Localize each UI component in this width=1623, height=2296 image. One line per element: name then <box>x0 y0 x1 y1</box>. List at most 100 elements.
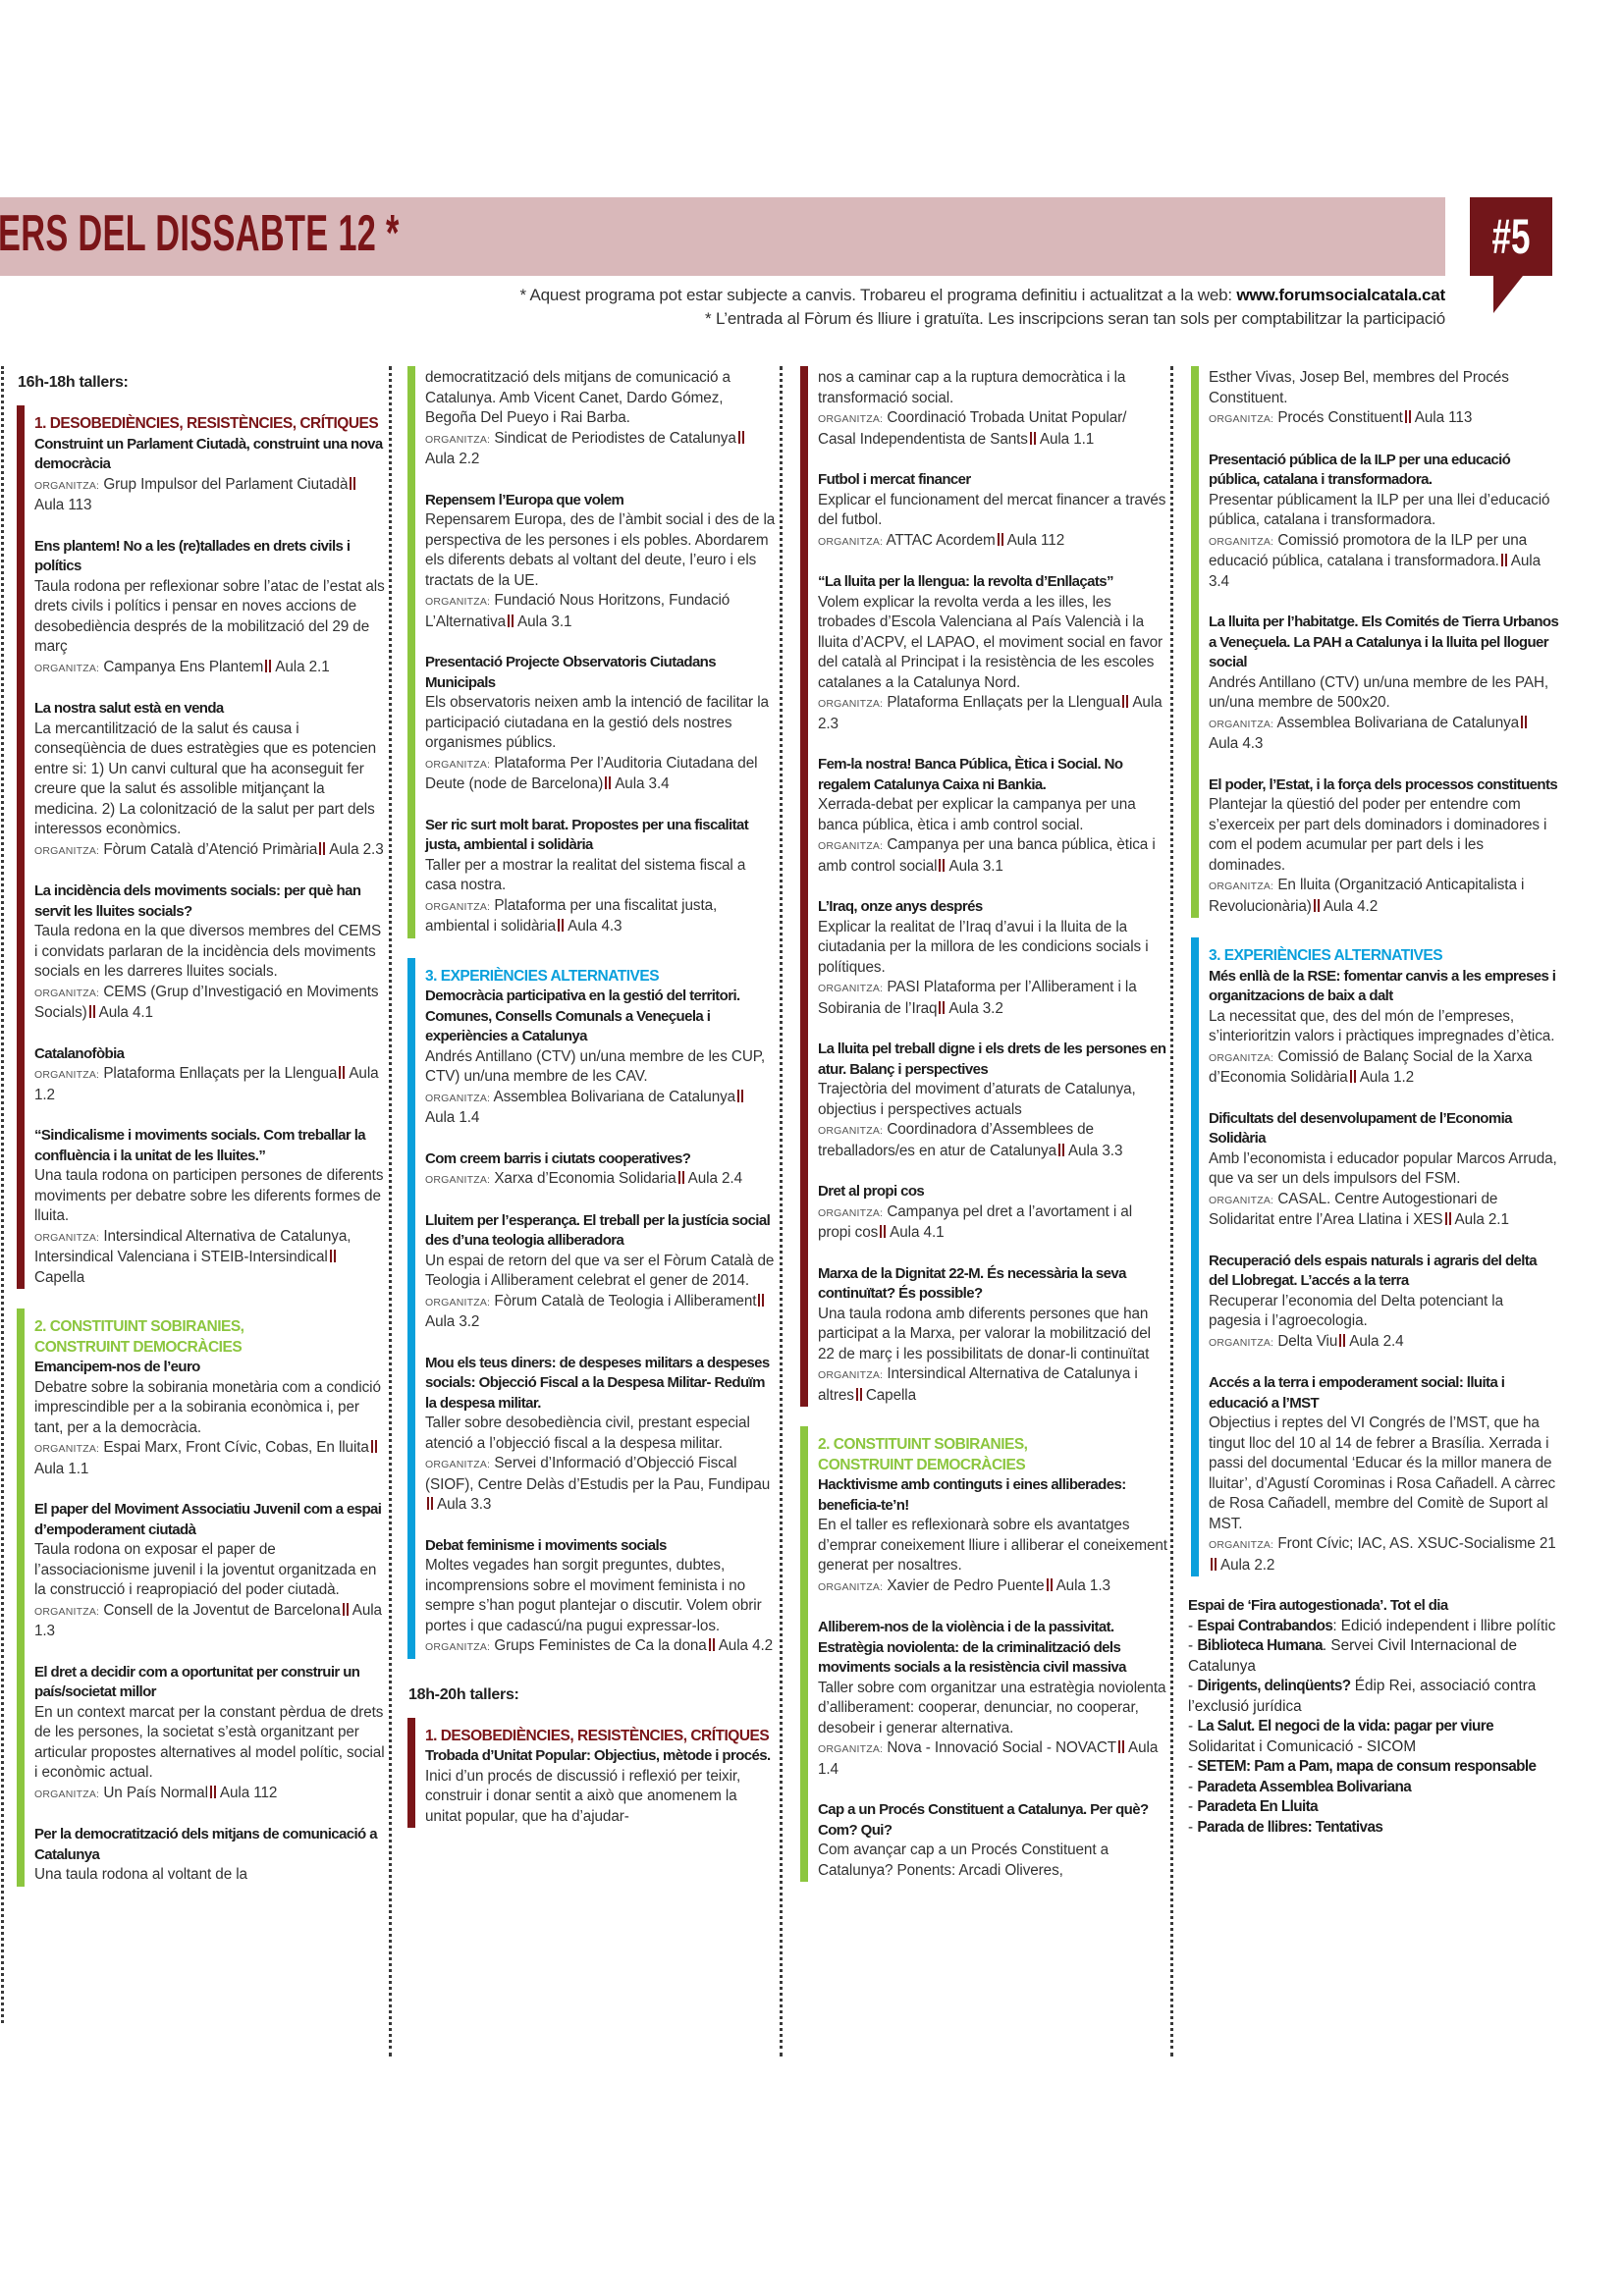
separator-bars-icon <box>1029 431 1036 445</box>
workshop-organizer: ORGANITZA: Plataforma Per l’Auditoria Ci… <box>425 754 776 795</box>
workshop-item: Dret al propi cos ORGANITZA: Campanya pel… <box>818 1182 1168 1244</box>
fair-entry: - La Salut. El negoci de la vida: pagar … <box>1188 1717 1559 1757</box>
room-label: Aula 112 <box>1006 531 1065 549</box>
room-label: Aula 4.2 <box>1323 897 1379 915</box>
workshop-item: Fem-la nostra! Banca Pública, Ètica i So… <box>818 755 1168 877</box>
fair-entry-dash: - <box>1188 1798 1198 1815</box>
workshop-description: Objectius i reptes del VI Congrés de l’M… <box>1209 1415 1556 1532</box>
organizer-name: Coordinadora d’Assemblees de treballador… <box>818 1121 1094 1159</box>
organizer-name: Intersindical Alternativa de Catalunya, … <box>34 1227 352 1266</box>
organizer-label: ORGANITZA: <box>1209 413 1274 425</box>
workshop-organizer: ORGANITZA: Coordinació Trobada Unitat Po… <box>818 408 1168 450</box>
organizer-label: ORGANITZA: <box>818 1125 884 1137</box>
organizer-label: ORGANITZA: <box>425 596 491 608</box>
column-divider <box>1 366 4 2023</box>
organizer-label: ORGANITZA: <box>34 1788 100 1800</box>
header-band <box>0 197 1445 276</box>
workshop-description: Esther Vivas, Josep Bel, membres del Pro… <box>1209 369 1509 406</box>
workshop-description: Repensarem Europa, des de l’àmbit social… <box>425 511 776 589</box>
room-label: Aula 1.4 <box>425 1109 480 1126</box>
fair-entry: - Paradeta Assemblea Bolivariana <box>1188 1778 1559 1798</box>
organizer-label: ORGANITZA: <box>34 844 100 857</box>
fair-entry-name: Paradeta En Lluita <box>1197 1798 1319 1815</box>
room-label: Aula 3.4 <box>1209 553 1541 590</box>
workshop-description: Taller per a mostrar la realitat del sis… <box>425 856 746 894</box>
workshop-item: Cap a un Procés Constituent a Catalunya.… <box>818 1800 1168 1881</box>
fair-entry-dash: - <box>1188 1818 1198 1836</box>
workshop-organizer: ORGANITZA: Campanya Ens Plantem Aula 2.1 <box>34 658 385 679</box>
organizer-name: Procés Constituent <box>1277 409 1403 426</box>
workshop-item: “La lluita per la llengua: la revolta d’… <box>818 572 1168 734</box>
separator-bars-icon <box>708 1638 715 1651</box>
workshop-title: Més enllà de la RSE: fomentar canvis a l… <box>1209 967 1556 1005</box>
workshop-item: Debat feminisme i moviments socials Molte… <box>425 1536 776 1658</box>
organizer-name: Plataforma per una fiscalitat justa, amb… <box>425 896 718 935</box>
organizer-name: Fòrum Català d’Atenció Primària <box>103 840 318 858</box>
workshop-description: Andrés Antillano (CTV) un/una membre de … <box>425 1047 766 1086</box>
workshop-item: Democràcia participativa en la gestió de… <box>425 987 776 1129</box>
workshop-title: Trobada d’Unitat Popular: Objectius, mèt… <box>425 1747 771 1764</box>
separator-bars-icon <box>758 1293 765 1307</box>
workshop-description: Trajectòria del moviment d’aturats de Ca… <box>818 1081 1136 1118</box>
workshop-item: Futbol i mercat financer Explicar el func… <box>818 470 1168 552</box>
workshop-title: Cap a un Procés Constituent a Catalunya.… <box>818 1801 1149 1839</box>
organizer-name: Consell de la Joventut de Barcelona <box>103 1601 341 1619</box>
workshop-item: Més enllà de la RSE: fomentar canvis a l… <box>1209 967 1559 1089</box>
room-label: Aula 1.2 <box>1359 1069 1415 1086</box>
workshop-description: nos a caminar cap a la ruptura democràti… <box>818 369 1126 406</box>
organizer-label: ORGANITZA: <box>34 479 100 492</box>
organizer-name: En lluita (Organització Anticapitalista … <box>1209 877 1525 915</box>
organizer-name: Sindicat de Periodistes de Catalunya <box>494 429 736 447</box>
organizer-label: ORGANITZA: <box>425 1459 491 1470</box>
workshop-item: Hacktivisme amb continguts i eines allib… <box>818 1475 1168 1597</box>
category-section: 1. DESOBEDIÈNCIES, RESISTÈNCIES, CRÍTIQU… <box>17 405 385 1289</box>
organizer-name: Plataforma Per l’Auditoria Ciutadana del… <box>425 754 758 793</box>
organizer-name: Comissió de Balanç Social de la Xarxa d’… <box>1209 1047 1533 1087</box>
separator-bars-icon <box>1444 1212 1451 1225</box>
workshop-organizer: ORGANITZA: Campanya per una banca públic… <box>818 835 1168 877</box>
separator-bars-icon <box>737 430 744 444</box>
organizer-name: Servei d’Informació d’Objecció Fiscal (S… <box>425 1455 771 1493</box>
workshop-item: Presentació Projecte Observatoris Ciutad… <box>425 653 776 795</box>
organizer-label: ORGANITZA: <box>1209 535 1274 548</box>
workshop-item: La lluita pel treball digne i els drets … <box>818 1040 1168 1161</box>
organizer-name: CEMS (Grup d’Investigació en Moviments S… <box>34 983 379 1022</box>
room-label: Aula 1.3 <box>34 1601 382 1640</box>
workshop-item: Recuperació dels espais naturals i agrar… <box>1209 1252 1559 1354</box>
fair-entry-detail: Solidaritat i Comunicació - SICOM <box>1188 1737 1417 1755</box>
room-label: Aula 113 <box>34 497 92 513</box>
category-title: 2. CONSTITUINT SOBIRANIES, CONSTRUINT DE… <box>34 1318 244 1356</box>
room-label: Aula 2.4 <box>687 1170 742 1187</box>
workshop-title: “La lluita per la llengua: la revolta d’… <box>818 573 1114 590</box>
workshop-organizer: ORGANITZA: ATTAC Acordem Aula 112 <box>818 531 1168 553</box>
website-link[interactable]: www.forumsocialcatala.cat <box>1236 286 1445 304</box>
workshop-item: Emancipem-nos de l’euro Debatre sobre la … <box>34 1358 385 1479</box>
workshop-title: La nostra salut està en venda <box>34 700 224 717</box>
category-title: 2. CONSTITUINT SOBIRANIES, CONSTRUINT DE… <box>818 1436 1028 1473</box>
separator-bars-icon <box>1058 1143 1065 1156</box>
workshop-title: La lluita pel treball digne i els drets … <box>818 1041 1166 1078</box>
fair-entry-name: Paradeta Assemblea Bolivariana <box>1197 1778 1412 1795</box>
category-section: 2. CONSTITUINT SOBIRANIES, CONSTRUINT DE… <box>17 1308 385 1887</box>
organizer-label: ORGANITZA: <box>1209 881 1274 892</box>
organizer-name: Intersindical Alternativa de Catalunya i… <box>818 1365 1138 1404</box>
separator-bars-icon <box>677 1171 684 1184</box>
organizer-label: ORGANITZA: <box>425 1296 491 1308</box>
category-section: 2. CONSTITUINT SOBIRANIES, CONSTRUINT DE… <box>800 1426 1168 1882</box>
workshop-item: Catalanofòbia ORGANITZA: Plataforma Enlla… <box>34 1044 385 1106</box>
column-divider <box>780 366 783 2056</box>
workshop-description: En un context marcat per la constant pèr… <box>34 1703 385 1782</box>
workshop-organizer: ORGANITZA: Servei d’Informació d’Objecci… <box>425 1454 776 1516</box>
fair-entry-name: Parada de llibres: Tentativas <box>1197 1818 1383 1836</box>
separator-bars-icon <box>265 659 272 672</box>
room-label: Aula 1.1 <box>34 1460 89 1477</box>
workshop-description: Una taula rodona amb diferents persones … <box>818 1305 1151 1362</box>
workshop-description: Andrés Antillano (CTV) un/una membre de … <box>1209 673 1549 712</box>
workshop-title: Accés a la terra i empoderament social: … <box>1209 1374 1505 1412</box>
fair-entry-name: Espai Contrabandos <box>1197 1617 1333 1634</box>
workshop-title: “Sindicalisme i moviments socials. Com t… <box>34 1127 366 1164</box>
room-label: Aula 2.4 <box>1349 1332 1404 1350</box>
category-title: 1. DESOBEDIÈNCIES, RESISTÈNCIES, CRÍTIQU… <box>34 415 379 432</box>
room-label: Aula 2.1 <box>275 658 330 675</box>
room-label: Aula 3.4 <box>615 775 670 792</box>
